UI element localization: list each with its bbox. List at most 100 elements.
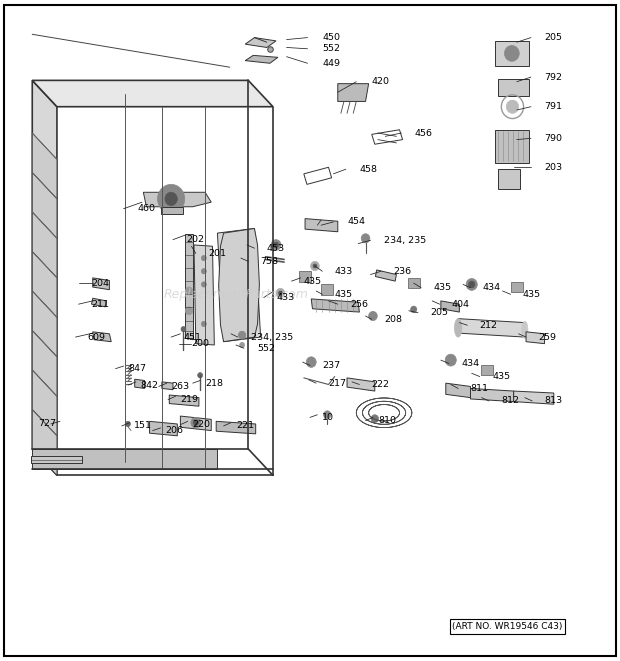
Polygon shape <box>495 41 529 66</box>
Text: 842: 842 <box>140 381 158 389</box>
Polygon shape <box>185 234 193 338</box>
Circle shape <box>191 417 201 428</box>
Circle shape <box>273 243 278 248</box>
Polygon shape <box>32 252 57 317</box>
Polygon shape <box>245 38 276 48</box>
Polygon shape <box>498 169 520 189</box>
Circle shape <box>202 321 206 327</box>
Polygon shape <box>162 382 173 390</box>
Text: 450: 450 <box>322 33 340 42</box>
Text: 552: 552 <box>257 344 275 353</box>
Bar <box>299 271 311 282</box>
Text: 205: 205 <box>544 33 562 42</box>
Polygon shape <box>32 409 57 475</box>
Circle shape <box>371 414 379 422</box>
Text: 221: 221 <box>236 422 254 430</box>
Polygon shape <box>32 330 57 397</box>
Polygon shape <box>526 332 544 344</box>
Text: 203: 203 <box>544 163 563 172</box>
Text: 810: 810 <box>378 416 396 425</box>
Circle shape <box>165 192 177 206</box>
Text: 449: 449 <box>322 59 340 68</box>
Polygon shape <box>495 130 529 163</box>
Polygon shape <box>32 81 273 106</box>
Text: 259: 259 <box>538 332 556 342</box>
Text: 420: 420 <box>372 77 390 86</box>
Text: 456: 456 <box>415 128 433 137</box>
Polygon shape <box>514 391 554 405</box>
Polygon shape <box>376 270 396 281</box>
Circle shape <box>185 307 193 315</box>
Text: 609: 609 <box>88 332 106 342</box>
Text: 454: 454 <box>347 217 365 227</box>
Polygon shape <box>245 56 278 63</box>
Text: 236: 236 <box>393 267 412 276</box>
Polygon shape <box>149 421 177 436</box>
Circle shape <box>445 354 456 366</box>
Text: 434: 434 <box>461 359 479 368</box>
Polygon shape <box>311 299 360 312</box>
Text: 552: 552 <box>322 44 340 54</box>
Circle shape <box>313 264 317 268</box>
Text: 205: 205 <box>430 308 448 317</box>
Circle shape <box>505 46 519 61</box>
Text: 792: 792 <box>544 73 562 81</box>
Polygon shape <box>143 192 211 207</box>
Circle shape <box>369 311 378 321</box>
Text: 435: 435 <box>492 372 510 381</box>
Circle shape <box>193 420 198 425</box>
Text: 790: 790 <box>544 134 562 143</box>
Text: 435: 435 <box>523 290 541 299</box>
Text: 220: 220 <box>193 420 211 429</box>
Circle shape <box>306 357 316 368</box>
Bar <box>481 365 494 375</box>
Text: 234, 235: 234, 235 <box>384 236 427 245</box>
Polygon shape <box>441 301 459 312</box>
Polygon shape <box>32 173 57 239</box>
Circle shape <box>181 327 186 332</box>
Circle shape <box>125 421 130 426</box>
Text: 758: 758 <box>260 257 278 266</box>
Circle shape <box>240 342 244 348</box>
Polygon shape <box>31 455 82 463</box>
Text: 404: 404 <box>452 299 470 309</box>
Text: 237: 237 <box>322 361 340 370</box>
Text: 791: 791 <box>544 102 562 111</box>
Polygon shape <box>216 421 255 434</box>
Text: 256: 256 <box>350 299 368 309</box>
Polygon shape <box>32 449 218 469</box>
Text: 222: 222 <box>372 380 390 389</box>
Text: 812: 812 <box>502 397 520 405</box>
Circle shape <box>324 410 331 418</box>
Text: 460: 460 <box>137 204 155 214</box>
Text: 453: 453 <box>267 244 285 253</box>
Circle shape <box>469 281 475 288</box>
Text: 212: 212 <box>480 321 498 330</box>
Polygon shape <box>32 133 57 199</box>
Bar <box>511 282 523 292</box>
Text: 811: 811 <box>471 384 489 393</box>
Polygon shape <box>32 291 57 357</box>
Polygon shape <box>32 370 57 436</box>
Circle shape <box>278 291 282 295</box>
Bar <box>321 284 334 295</box>
Circle shape <box>361 234 370 243</box>
Text: 234, 235: 234, 235 <box>251 332 294 342</box>
Polygon shape <box>32 81 57 475</box>
Text: 208: 208 <box>384 315 402 324</box>
Text: 151: 151 <box>134 422 152 430</box>
Polygon shape <box>338 84 369 101</box>
Circle shape <box>466 278 477 290</box>
Circle shape <box>276 288 285 297</box>
Ellipse shape <box>521 321 528 338</box>
Text: 813: 813 <box>544 397 563 405</box>
Circle shape <box>271 240 281 251</box>
Polygon shape <box>135 379 144 389</box>
Circle shape <box>410 306 417 313</box>
Text: 435: 435 <box>433 283 451 292</box>
Polygon shape <box>194 245 215 345</box>
Text: 204: 204 <box>91 278 109 288</box>
Text: 727: 727 <box>38 420 56 428</box>
Polygon shape <box>218 229 260 342</box>
Text: 435: 435 <box>335 290 353 299</box>
